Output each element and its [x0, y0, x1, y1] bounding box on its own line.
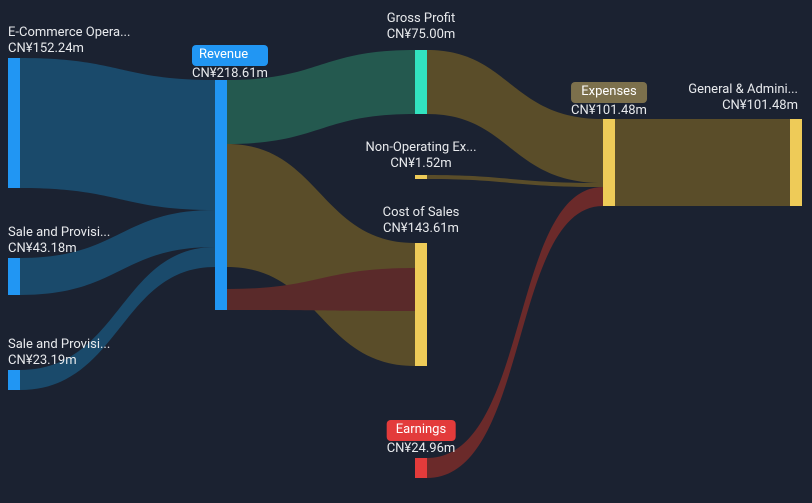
label-cos: Cost of SalesCN¥143.61m — [383, 205, 460, 236]
label-earnings: EarningsCN¥24.96m — [387, 420, 456, 456]
sankey-link — [615, 119, 790, 206]
sankey-link — [20, 58, 215, 210]
label-name: E-Commerce Opera... — [8, 25, 130, 41]
sankey-node-ecommerce[interactable] — [8, 58, 20, 188]
label-gross: Gross ProfitCN¥75.00m — [387, 11, 456, 42]
label-name: Gross Profit — [387, 11, 456, 27]
label-name: Sale and Provisi... — [8, 225, 110, 241]
label-name: Non-Operating Ex... — [365, 140, 476, 156]
label-value: CN¥1.52m — [365, 156, 476, 172]
label-name: General & Admini... — [688, 82, 798, 98]
label-revenue: RevenueCN¥218.61m — [192, 45, 268, 81]
label-expenses: ExpensesCN¥101.48m — [571, 82, 647, 118]
label-name: Revenue — [192, 45, 268, 66]
label-value: CN¥101.48m — [688, 98, 798, 114]
sankey-node-rev_below[interactable] — [215, 267, 227, 310]
sankey-node-expenses[interactable] — [603, 119, 615, 206]
sankey-node-saleprov2[interactable] — [8, 370, 20, 390]
label-value: CN¥143.61m — [383, 221, 460, 237]
sankey-node-earnings[interactable] — [415, 458, 427, 478]
label-name: Sale and Provisi... — [8, 337, 110, 353]
sankey-node-nonop[interactable] — [415, 175, 427, 179]
sankey-node-gross[interactable] — [415, 50, 427, 114]
links-layer — [20, 50, 790, 478]
sankey-node-cos[interactable] — [415, 243, 427, 366]
label-value: CN¥152.24m — [8, 41, 130, 57]
sankey-chart: E-Commerce Opera...CN¥152.24m Sale and Pr… — [0, 0, 812, 503]
label-name: Earnings — [387, 420, 456, 441]
label-ecommerce: E-Commerce Opera...CN¥152.24m — [8, 25, 130, 56]
label-saleprov1: Sale and Provisi...CN¥43.18m — [8, 225, 110, 256]
label-name: Cost of Sales — [383, 205, 460, 221]
label-value: CN¥24.96m — [387, 441, 456, 457]
sankey-node-ga[interactable] — [790, 119, 802, 206]
label-value: CN¥23.19m — [8, 353, 110, 369]
sankey-link — [227, 144, 415, 366]
label-value: CN¥75.00m — [387, 27, 456, 43]
label-value: CN¥218.61m — [192, 66, 268, 82]
label-ga: General & Admini...CN¥101.48m — [688, 82, 798, 113]
label-saleprov2: Sale and Provisi...CN¥23.19m — [8, 337, 110, 368]
label-name: Expenses — [571, 82, 647, 103]
sankey-node-revenue[interactable] — [215, 80, 227, 267]
label-value: CN¥101.48m — [571, 103, 647, 119]
label-nonop: Non-Operating Ex...CN¥1.52m — [365, 140, 476, 171]
label-value: CN¥43.18m — [8, 241, 110, 257]
sankey-node-saleprov1[interactable] — [8, 258, 20, 295]
